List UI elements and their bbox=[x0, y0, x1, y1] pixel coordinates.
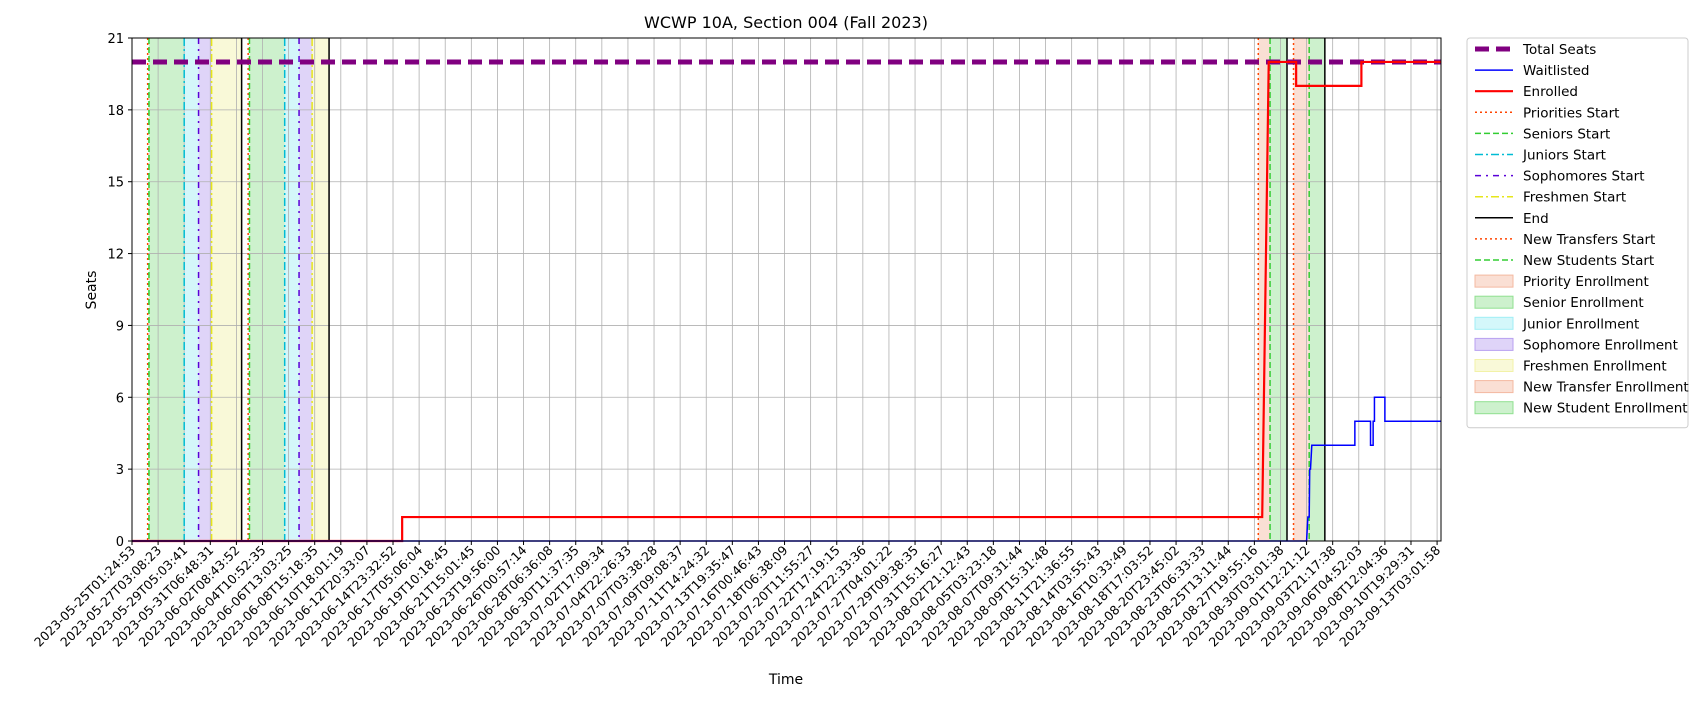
shaded-region bbox=[312, 38, 330, 541]
chart-title: WCWP 10A, Section 004 (Fall 2023) bbox=[644, 13, 928, 32]
legend-label: Freshmen Enrollment bbox=[1523, 359, 1667, 375]
shaded-region bbox=[211, 38, 242, 541]
legend-label: Senior Enrollment bbox=[1523, 295, 1644, 311]
x-axis-label: Time bbox=[768, 672, 803, 688]
legend-label: Priorities Start bbox=[1523, 105, 1619, 121]
shaded-region bbox=[184, 38, 199, 541]
shaded-region bbox=[299, 38, 313, 541]
shaded-region bbox=[284, 38, 300, 541]
legend-swatch bbox=[1474, 316, 1514, 330]
legend-label: Sophomore Enrollment bbox=[1523, 337, 1678, 353]
y-tick-label: 18 bbox=[107, 104, 124, 119]
legend-box bbox=[1466, 37, 1689, 429]
legend-label: New Transfers Start bbox=[1523, 232, 1655, 248]
legend-label: End bbox=[1523, 211, 1549, 227]
legend-label: Junior Enrollment bbox=[1522, 316, 1639, 332]
y-tick-label: 15 bbox=[107, 176, 124, 191]
y-tick-label: 12 bbox=[107, 248, 124, 263]
legend-label: New Student Enrollment bbox=[1523, 401, 1688, 417]
legend-label: Juniors Start bbox=[1522, 148, 1606, 164]
legend-label: Priority Enrollment bbox=[1523, 274, 1649, 290]
legend-label: Enrolled bbox=[1523, 84, 1578, 100]
legend-swatch bbox=[1474, 380, 1514, 394]
shaded-region bbox=[1258, 38, 1271, 541]
shaded-region bbox=[1270, 38, 1287, 541]
y-tick-label: 21 bbox=[107, 32, 124, 47]
shaded-region bbox=[198, 38, 212, 541]
legend-label: Seniors Start bbox=[1523, 126, 1610, 142]
legend-label: Total Seats bbox=[1522, 42, 1596, 58]
y-tick-label: 3 bbox=[116, 463, 124, 478]
plot-area: 0369121518212023-05-25T01:24:532023-05-2… bbox=[31, 32, 1443, 650]
legend-swatch bbox=[1474, 295, 1514, 309]
legend-swatch bbox=[1474, 401, 1514, 415]
y-tick-label: 9 bbox=[116, 319, 124, 334]
legend-swatch bbox=[1474, 337, 1514, 351]
legend-label: New Transfer Enrollment bbox=[1523, 380, 1689, 396]
series-line bbox=[132, 60, 1441, 543]
legend: Total Seats Waitlisted Enrolled Priorities … bbox=[1466, 37, 1689, 429]
shaded-region bbox=[1309, 38, 1325, 541]
legend-label: Sophomores Start bbox=[1523, 169, 1645, 185]
legend-swatch bbox=[1474, 359, 1514, 372]
shaded-region bbox=[249, 38, 285, 541]
legend-swatch bbox=[1474, 274, 1514, 288]
legend-label: New Students Start bbox=[1523, 253, 1654, 269]
plot-frame bbox=[131, 37, 1442, 542]
shaded-region bbox=[148, 38, 185, 541]
y-tick-label: 6 bbox=[116, 391, 124, 406]
series-line bbox=[132, 396, 1441, 542]
legend-label: Waitlisted bbox=[1523, 63, 1590, 79]
legend-label: Freshmen Start bbox=[1523, 190, 1626, 206]
y-axis-label: Seats bbox=[84, 271, 100, 310]
shaded-region bbox=[1293, 38, 1310, 541]
y-tick-label: 0 bbox=[116, 535, 124, 550]
